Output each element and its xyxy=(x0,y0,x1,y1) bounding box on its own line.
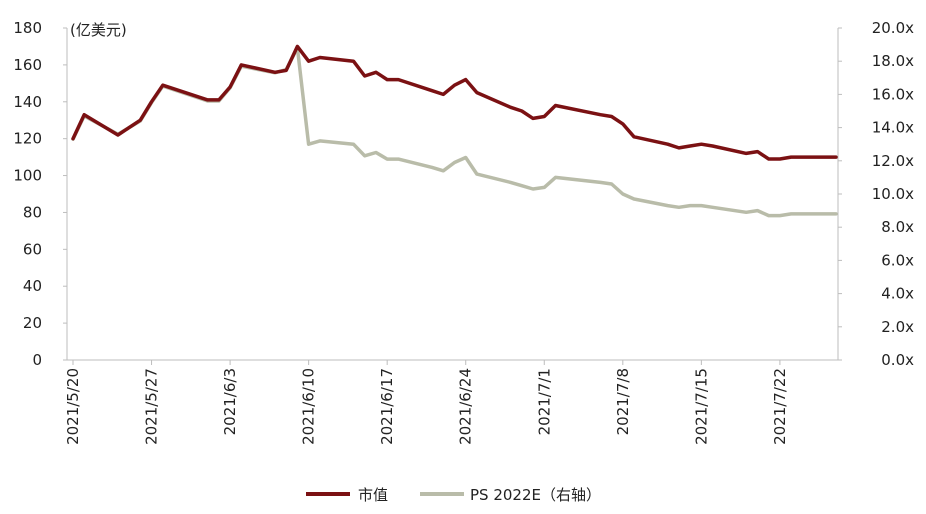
right-tick-label: 18.0x xyxy=(872,52,914,70)
left-tick-label: 140 xyxy=(13,93,42,111)
right-tick-label: 4.0x xyxy=(881,285,914,303)
legend-label-ps: PS 2022E（右轴） xyxy=(470,486,601,504)
left-tick-label: 80 xyxy=(23,203,42,221)
x-tick-label: 2021/5/27 xyxy=(143,368,161,445)
x-tick-label: 2021/6/17 xyxy=(378,368,396,445)
right-tick-label: 14.0x xyxy=(872,119,914,137)
x-tick-label: 2021/7/1 xyxy=(535,368,553,435)
left-axis-ticks: 0 20 40 60 80 100 120 140 160 180 xyxy=(13,19,67,369)
left-tick-label: 20 xyxy=(23,314,42,332)
left-tick-label: 40 xyxy=(23,277,42,295)
left-tick-label: 0 xyxy=(32,351,42,369)
legend-label-market-cap: 市值 xyxy=(358,486,388,504)
right-tick-label: 12.0x xyxy=(872,152,914,170)
left-tick-label: 60 xyxy=(23,240,42,258)
right-tick-label: 0.0x xyxy=(881,351,914,369)
left-tick-label: 120 xyxy=(13,130,42,148)
right-tick-label: 20.0x xyxy=(872,19,914,37)
left-tick-label: 100 xyxy=(13,167,42,185)
x-tick-label: 2021/7/8 xyxy=(614,368,632,435)
x-tick-label: 2021/5/20 xyxy=(64,368,82,445)
right-tick-label: 10.0x xyxy=(872,185,914,203)
x-tick-label: 2021/7/22 xyxy=(771,368,789,445)
x-tick-label: 2021/6/3 xyxy=(221,368,239,435)
right-tick-label: 8.0x xyxy=(881,218,914,236)
series-lines xyxy=(71,44,838,218)
right-tick-label: 6.0x xyxy=(881,251,914,269)
x-tick-label: 2021/6/10 xyxy=(300,368,318,445)
x-axis-ticks: 2021/5/20 2021/5/27 2021/6/3 2021/6/10 2021/… xyxy=(64,360,789,445)
x-tick-label: 2021/6/24 xyxy=(457,368,475,445)
right-tick-label: 2.0x xyxy=(881,318,914,336)
right-tick-label: 16.0x xyxy=(872,85,914,103)
left-tick-label: 160 xyxy=(13,56,42,74)
left-axis-unit-label: (亿美元) xyxy=(70,21,127,39)
series-line-ps-2022e xyxy=(71,46,838,218)
right-axis-ticks: 0.0x 2.0x 4.0x 6.0x 8.0x 10.0x 12.0x 14.0x 16.0x… xyxy=(838,19,914,369)
series-line-market-cap xyxy=(71,44,838,161)
legend: 市值 PS 2022E（右轴） xyxy=(306,486,601,504)
axes xyxy=(66,28,839,361)
x-tick-label: 2021/7/15 xyxy=(692,368,710,445)
left-tick-label: 180 xyxy=(13,19,42,37)
